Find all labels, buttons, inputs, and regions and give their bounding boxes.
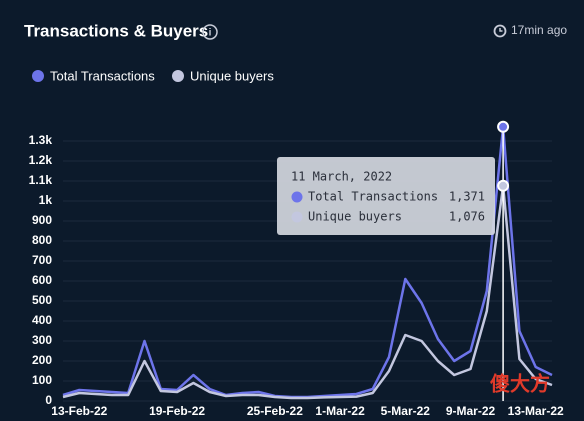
legend-marker bbox=[172, 70, 184, 82]
clock-hands bbox=[499, 28, 503, 32]
x-tick-label: 13-Feb-22 bbox=[51, 404, 107, 418]
y-tick-label: 0 bbox=[45, 393, 52, 407]
tooltip-value: 1,371 bbox=[449, 190, 485, 204]
x-tick-label: 25-Feb-22 bbox=[247, 404, 303, 418]
y-tick-label: 200 bbox=[32, 353, 52, 367]
y-tick-label: 600 bbox=[32, 273, 52, 287]
tooltip-marker bbox=[291, 211, 303, 223]
y-tick-label: 500 bbox=[32, 293, 52, 307]
tooltip-marker bbox=[291, 191, 303, 203]
y-tick-label: 1.1k bbox=[29, 173, 53, 187]
updated-time: 17min ago bbox=[511, 23, 567, 37]
y-tick-label: 1.2k bbox=[29, 153, 53, 167]
legend-label: Unique buyers bbox=[190, 68, 274, 83]
legend-label: Total Transactions bbox=[50, 68, 155, 83]
tooltip-label: Total Transactions bbox=[308, 190, 438, 204]
y-tick-label: 1k bbox=[39, 193, 53, 207]
tooltip-box bbox=[277, 157, 495, 235]
legend-marker bbox=[32, 70, 44, 82]
hover-point bbox=[497, 120, 510, 133]
y-tick-label: 300 bbox=[32, 333, 52, 347]
watermark: 傻大方 bbox=[490, 371, 550, 395]
x-tick-label: 9-Mar-22 bbox=[446, 404, 496, 418]
x-tick-label: 1-Mar-22 bbox=[315, 404, 365, 418]
x-tick-label: 19-Feb-22 bbox=[149, 404, 205, 418]
y-tick-label: 800 bbox=[32, 233, 52, 247]
y-tick-label: 700 bbox=[32, 253, 52, 267]
x-tick-label: 13-Mar-22 bbox=[508, 404, 564, 418]
y-tick-label: 400 bbox=[32, 313, 52, 327]
tooltip-title: 11 March, 2022 bbox=[291, 170, 392, 184]
info-icon-glyph: i bbox=[209, 28, 212, 39]
info-icon[interactable] bbox=[202, 24, 218, 40]
y-tick-label: 100 bbox=[32, 373, 52, 387]
clock-icon bbox=[493, 24, 507, 38]
x-tick-label: 5-Mar-22 bbox=[381, 404, 431, 418]
hover-point bbox=[497, 179, 510, 192]
y-tick-label: 1.3k bbox=[29, 133, 53, 147]
chart-title: Transactions & Buyers bbox=[24, 21, 208, 40]
y-tick-label: 900 bbox=[32, 213, 52, 227]
series-line bbox=[62, 184, 553, 400]
tooltip-value: 1,076 bbox=[449, 210, 485, 224]
tooltip-label: Unique buyers bbox=[308, 210, 402, 224]
